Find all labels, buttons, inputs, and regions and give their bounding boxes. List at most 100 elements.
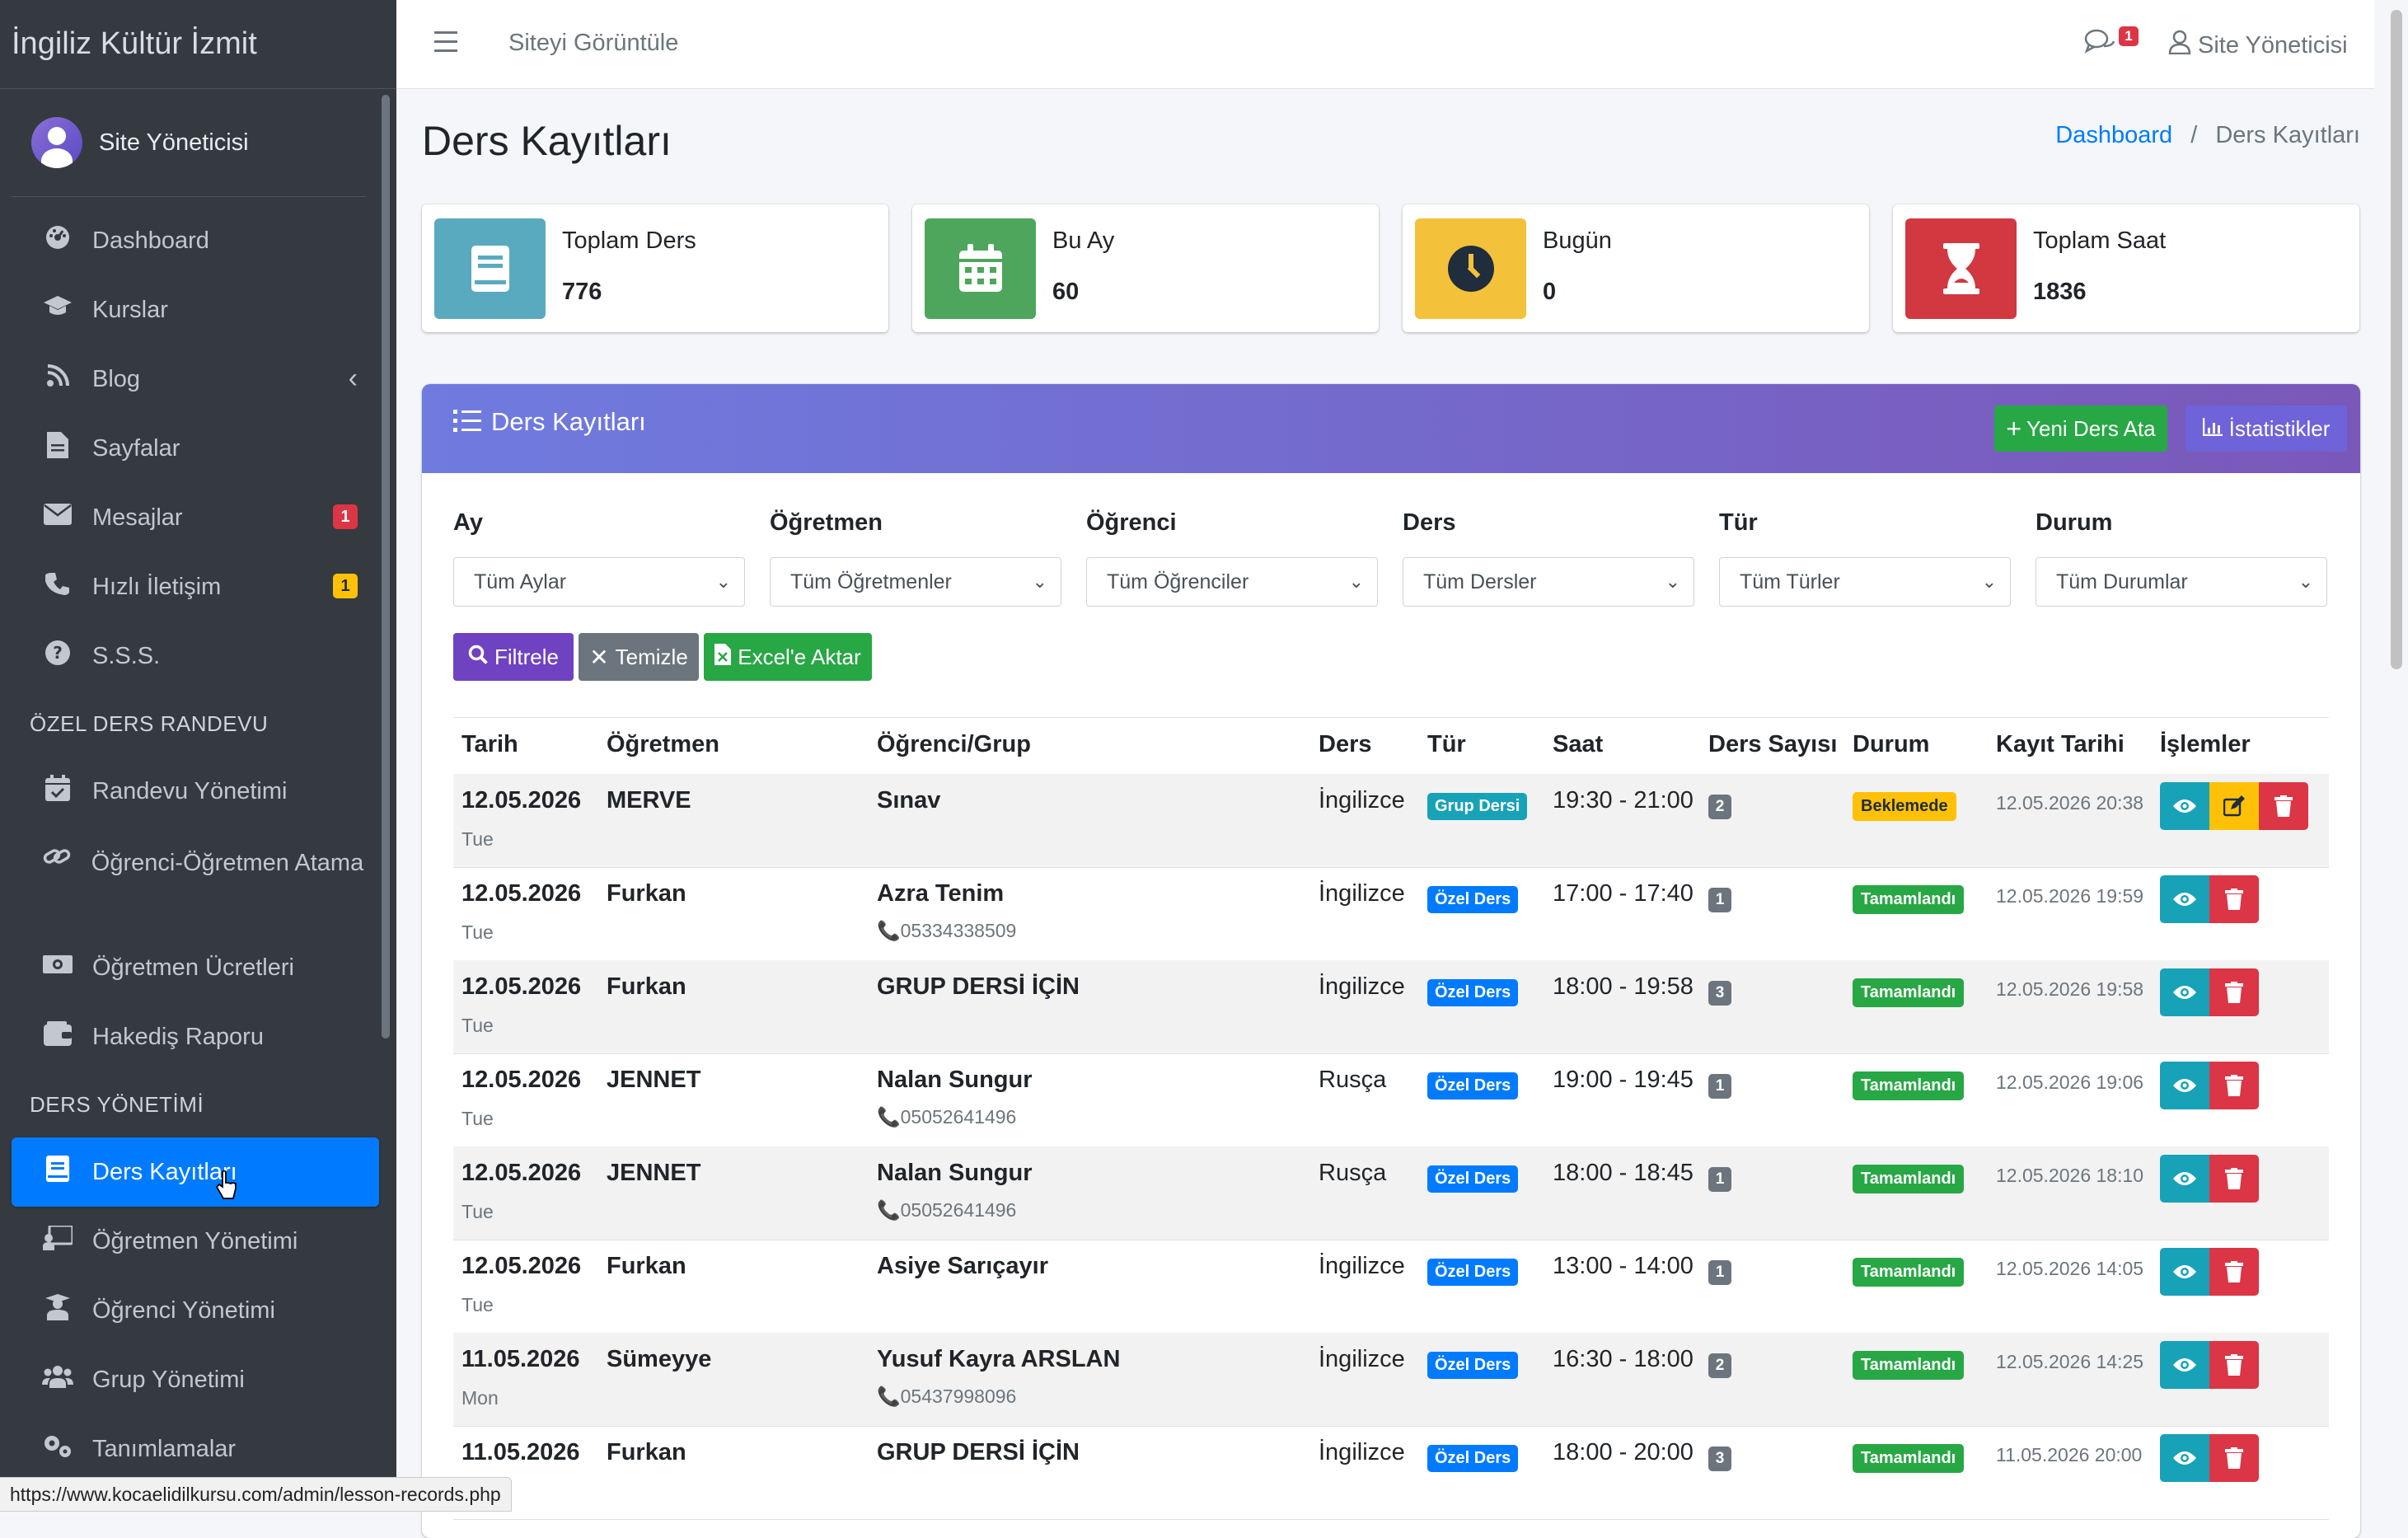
sidebar-item-hakedis[interactable]: Hakediş Raporu	[12, 1002, 379, 1071]
phone-number[interactable]: 05334338509	[900, 920, 1017, 941]
phone-number[interactable]: 05052641496	[900, 1199, 1017, 1221]
view-button[interactable]	[2160, 1434, 2209, 1482]
lesson-select[interactable]: Tüm Dersler ⌄	[1403, 557, 1694, 607]
sidebar-item-atama[interactable]: Öğrenci-Öğretmen Atama	[12, 826, 379, 933]
user-menu[interactable]: Site Yöneticisi	[2168, 30, 2348, 61]
cell-time: 16:30 - 18:00	[1553, 1346, 1694, 1372]
type-badge: Özel Ders	[1427, 1259, 1519, 1286]
edit-button[interactable]	[2209, 782, 2259, 830]
phone-number[interactable]: 05437998096	[900, 1386, 1017, 1407]
book-icon	[434, 218, 546, 319]
col-teacher[interactable]: Öğretmen	[607, 731, 719, 757]
user-panel[interactable]: Site Yöneticisi	[12, 89, 366, 197]
sidebar-item-kurslar[interactable]: Kurslar	[12, 275, 379, 345]
cell-lesson: İngilizce	[1319, 973, 1405, 1000]
comments-icon[interactable]	[2084, 28, 2117, 61]
sidebar-item-tanimlamalar[interactable]: Tanımlamalar	[12, 1414, 379, 1484]
cell-type: Özel Ders	[1427, 1349, 1519, 1379]
col-status[interactable]: Durum	[1853, 731, 1930, 757]
brand-link[interactable]: İngiliz Kültür İzmit	[0, 0, 396, 89]
type-badge: Özel Ders	[1427, 979, 1519, 1006]
delete-button[interactable]	[2209, 968, 2259, 1016]
sidebar-item-grup-yonetimi[interactable]: Grup Yönetimi	[12, 1345, 379, 1414]
col-type[interactable]: Tür	[1427, 731, 1466, 757]
table-row: 12.05.2026 Tue Furkan Azra Tenim 📞053343…	[453, 867, 2329, 961]
type-select[interactable]: Tüm Türler ⌄	[1719, 557, 2011, 607]
col-count[interactable]: Ders Sayısı	[1708, 731, 1838, 757]
delete-button[interactable]	[2209, 1248, 2259, 1296]
statistics-button[interactable]: İstatistikler	[2185, 406, 2347, 452]
delete-button[interactable]	[2209, 875, 2259, 923]
sidebar-nav: Dashboard Kurslar Blog ‹ Sayfalar Mesa	[12, 206, 379, 1484]
delete-button[interactable]	[2209, 1062, 2259, 1109]
view-button[interactable]	[2160, 1155, 2209, 1203]
col-date[interactable]: Tarih	[461, 731, 518, 757]
breadcrumb-home[interactable]: Dashboard	[2055, 122, 2173, 148]
sidebar-item-sayfalar[interactable]: Sayfalar	[12, 414, 379, 483]
sidebar-item-hizli-iletisim[interactable]: Hızlı İletişim 1	[12, 552, 379, 621]
menu-toggle-icon[interactable]	[434, 31, 457, 53]
excel-export-button[interactable]: Excel'e Aktar	[704, 633, 872, 681]
quick-contact-badge: 1	[333, 574, 358, 598]
sidebar-item-ogretmen-yonetimi[interactable]: Öğretmen Yönetimi	[12, 1207, 379, 1276]
sidebar-item-label: Öğrenci Yönetimi	[92, 1297, 275, 1324]
cell-status: Tamamlandı	[1853, 1070, 1965, 1100]
stat-label: Toplam Ders	[562, 227, 696, 254]
delete-button[interactable]	[2259, 782, 2308, 830]
view-button[interactable]	[2160, 1341, 2209, 1389]
cell-status: Tamamlandı	[1853, 884, 1965, 914]
sidebar-item-mesajlar[interactable]: Mesajlar 1	[12, 483, 379, 552]
sidebar-item-blog[interactable]: Blog ‹	[12, 345, 379, 414]
sidebar-item-ogretmen-ucretleri[interactable]: Öğretmen Ücretleri	[12, 933, 379, 1002]
view-button[interactable]	[2160, 782, 2209, 830]
col-student[interactable]: Öğrenci/Grup	[877, 731, 1031, 757]
delete-button[interactable]	[2209, 1341, 2259, 1389]
trash-icon	[2274, 795, 2293, 817]
sidebar-item-ders-kayitlari[interactable]: Ders Kayıtları	[12, 1137, 379, 1207]
student-select[interactable]: Tüm Öğrenciler ⌄	[1086, 557, 1378, 607]
teacher-select[interactable]: Tüm Öğretmenler ⌄	[770, 557, 1061, 607]
month-select[interactable]: Tüm Aylar ⌄	[453, 557, 745, 607]
sidebar-scrollbar[interactable]	[382, 95, 390, 1039]
phone-icon: 📞	[877, 920, 901, 941]
cell-lesson: İngilizce	[1319, 1253, 1405, 1279]
sidebar-item-sss[interactable]: ? S.S.S.	[12, 621, 379, 691]
table-row: 12.05.2026 Tue JENNET Nalan Sungur 📞0505…	[453, 1146, 2329, 1240]
view-button[interactable]	[2160, 1062, 2209, 1109]
cell-student: GRUP DERSİ İÇİN	[877, 1439, 1080, 1465]
page-scrollbar[interactable]	[2391, 10, 2402, 669]
cell-day: Tue	[461, 1294, 494, 1315]
view-site-link[interactable]: Siteyi Görüntüle	[508, 30, 679, 56]
cell-status: Beklemede	[1853, 790, 1956, 821]
sidebar-item-randevu[interactable]: Randevu Yönetimi	[12, 757, 379, 826]
cell-count: 2	[1708, 1349, 1731, 1378]
col-created[interactable]: Kayıt Tarihi	[1996, 731, 2125, 757]
cell-day: Tue	[461, 1108, 494, 1129]
sidebar-item-ogrenci-yonetimi[interactable]: Öğrenci Yönetimi	[12, 1276, 379, 1345]
sidebar-item-label: Sayfalar	[92, 434, 180, 462]
filter-button[interactable]: Filtrele	[453, 633, 574, 681]
trash-icon	[2225, 982, 2243, 1003]
status-select[interactable]: Tüm Durumlar ⌄	[2036, 557, 2327, 607]
cell-student: Asiye Sarıçayır	[877, 1253, 1048, 1279]
graduation-cap-icon	[41, 294, 74, 326]
stat-label: Bu Ay	[1052, 227, 1115, 254]
col-time[interactable]: Saat	[1553, 731, 1604, 757]
stat-value: 60	[1052, 279, 1080, 305]
phone-number[interactable]: 05052641496	[900, 1106, 1017, 1128]
col-actions: İşlemler	[2160, 731, 2251, 757]
status-badge: Tamamlandı	[1853, 1258, 1965, 1287]
view-button[interactable]	[2160, 1248, 2209, 1296]
new-lesson-button[interactable]: + Yeni Ders Ata	[1994, 406, 2167, 452]
type-badge: Grup Dersi	[1427, 793, 1528, 820]
view-button[interactable]	[2160, 875, 2209, 923]
delete-button[interactable]	[2209, 1155, 2259, 1203]
sidebar-item-dashboard[interactable]: Dashboard	[12, 206, 379, 275]
col-lesson[interactable]: Ders	[1319, 731, 1372, 757]
delete-button[interactable]	[2209, 1434, 2259, 1482]
user-graduate-icon	[41, 1294, 74, 1327]
clear-button[interactable]: ✕ Temizle	[579, 633, 699, 681]
view-button[interactable]	[2160, 968, 2209, 1016]
money-icon	[41, 954, 74, 982]
cell-time: 18:00 - 20:00	[1553, 1439, 1694, 1465]
